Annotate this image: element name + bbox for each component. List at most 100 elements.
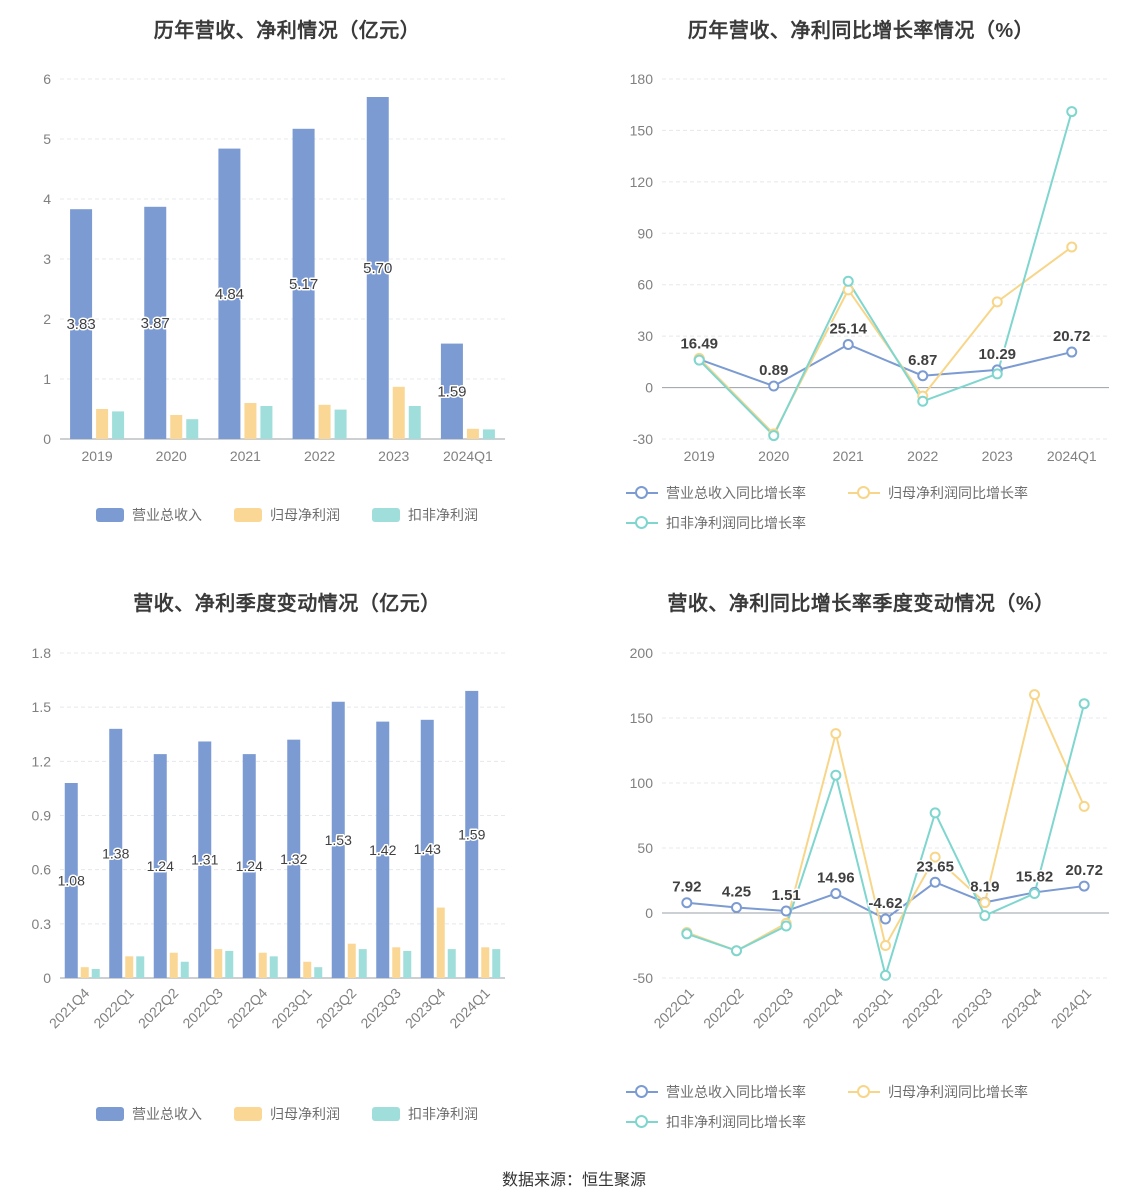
point-value-label: 20.72 [1053, 328, 1091, 345]
legend-line-marker-icon [626, 1084, 658, 1100]
y-tick-label: 3 [43, 251, 51, 267]
marker-扣非净利润同比增长率 [768, 430, 780, 442]
point-value-label: 25.14 [829, 320, 867, 337]
x-tick-label: 2021Q4 [46, 985, 93, 1032]
quarterly-growth-legend: 营业总收入同比增长率 归母净利润同比增长率 扣非净利润同比增长率 [626, 1082, 1096, 1132]
legend-label: 归母净利润 [270, 1106, 340, 1122]
chart-title-annual-growth: 历年营收、净利同比增长率情况（%） [687, 20, 1035, 42]
bar-营业总收入 [153, 754, 167, 978]
bar-value-label: 1.43 [414, 841, 441, 857]
y-tick-label: 0 [645, 380, 653, 396]
legend-item-营业总收入同比增长率: 营业总收入同比增长率 [626, 483, 806, 503]
marker-营业总收入同比增长率 [929, 876, 941, 888]
line-扣非净利润同比增长率 [698, 111, 1073, 437]
bar-归母净利润 [318, 404, 331, 439]
y-tick-label: 0.6 [32, 862, 52, 878]
marker-扣非净利润同比增长率 [1078, 698, 1090, 710]
y-tick-label: 0 [43, 431, 51, 447]
x-tick-label: 2022Q2 [135, 985, 182, 1032]
bar-归母净利润 [481, 947, 490, 978]
legend-circle [635, 516, 648, 529]
bar-value-label: 1.53 [325, 832, 352, 848]
bar-营业总收入 [420, 719, 434, 978]
x-tick-label: 2023Q2 [313, 985, 360, 1032]
marker-营业总收入同比增长率 [768, 380, 780, 392]
marker-扣非净利润同比增长率 [731, 945, 742, 957]
legend-label: 扣非净利润 [408, 1106, 478, 1122]
x-tick-label: 2021 [230, 448, 261, 464]
annual-bar-chart-canvas: 0 1 2 3 4 5 6 2019 2020 2021 2022 2023 2024Q1 3.83 3.8… [43, 71, 505, 464]
bar-营业总收入 [70, 209, 93, 439]
bar-归母净利润 [392, 386, 405, 439]
legend-swatch-icon [234, 1107, 262, 1121]
bar-营业总收入 [292, 128, 315, 440]
bar-value-label: 1.24 [147, 858, 174, 874]
y-tick-label: 0.3 [32, 916, 52, 932]
bar-归母净利润 [96, 409, 109, 439]
bar-归母净利润 [347, 943, 356, 978]
legend-swatch-icon [96, 508, 124, 522]
marker-扣非净利润同比增长率 [979, 910, 991, 922]
y-tick-label: 5 [43, 131, 51, 147]
bar-扣非净利润 [482, 429, 495, 439]
legend-label: 营业总收入 [132, 1106, 202, 1122]
bar-归母净利润 [392, 947, 401, 978]
point-value-label: 20.72 [1065, 862, 1103, 879]
point-value-label: 16.49 [680, 335, 718, 352]
x-tick-label: 2024Q1 [446, 985, 493, 1032]
bar-归母净利润 [125, 956, 134, 978]
point-value-label: 4.25 [722, 883, 751, 900]
marker-扣非净利润同比增长率 [693, 354, 705, 366]
marker-扣非净利润同比增长率 [681, 928, 693, 940]
legend-swatch-icon [372, 508, 400, 522]
bar-扣非净利润 [180, 961, 189, 978]
bar-扣非净利润 [358, 949, 367, 978]
x-tick-label: 2022Q2 [700, 985, 747, 1032]
marker-扣非净利润同比增长率 [1029, 888, 1040, 899]
marker-营业总收入同比增长率 [1066, 346, 1078, 358]
bar-value-label: 3.83 [66, 316, 95, 333]
bar-营业总收入 [198, 741, 212, 978]
legend-label: 归母净利润同比增长率 [888, 485, 1028, 501]
bar-value-label: 1.08 [58, 873, 85, 889]
legend-item-扣非净利润同比增长率: 扣非净利润同比增长率 [626, 1112, 806, 1132]
marker-归母净利润同比增长率 [830, 728, 842, 740]
legend-line-marker-icon [626, 1114, 658, 1130]
marker-归母净利润同比增长率 [1029, 689, 1040, 701]
x-tick-label: 2020 [758, 448, 789, 464]
point-value-label: 23.65 [916, 858, 954, 875]
point-value-label: 0.89 [759, 362, 788, 379]
bar-value-label: 1.38 [102, 845, 129, 861]
x-tick-label: 2022 [304, 448, 335, 464]
bar-扣非净利润 [260, 406, 273, 439]
bar-扣非净利润 [334, 409, 347, 439]
line-归母净利润同比增长率 [686, 693, 1086, 952]
chart-section-quarterly-bars: 营收、净利季度变动情况（亿元） 0 0.3 0.6 0.9 1.2 1.5 1.8 2021Q… [0, 565, 574, 1142]
x-tick-label: 2023Q1 [268, 985, 315, 1032]
x-tick-label: 2023Q4 [998, 985, 1045, 1032]
y-tick-label: 30 [637, 328, 653, 344]
marker-归母净利润同比增长率 [1078, 800, 1090, 812]
x-tick-label: 2022Q1 [650, 985, 697, 1032]
y-tick-label: 1.2 [32, 753, 52, 769]
annual-bar-legend: 营业总收入 归母净利润 扣非净利润 [0, 505, 574, 525]
bar-value-label: 4.84 [215, 286, 244, 303]
bar-归母净利润 [244, 403, 257, 439]
bar-营业总收入 [64, 783, 78, 978]
bar-扣非净利润 [91, 968, 100, 978]
point-value-label: -4.62 [868, 895, 902, 912]
bar-归母净利润 [80, 967, 89, 978]
chart-section-quarterly-growth: 营收、净利同比增长率季度变动情况（%） -50 0 50 100 150 200 2022Q… [574, 565, 1148, 1142]
bar-value-label: 5.70 [363, 260, 392, 277]
marker-扣非净利润同比增长率 [917, 395, 929, 407]
bar-value-label: 3.87 [141, 315, 170, 332]
bar-营业总收入 [376, 721, 390, 978]
chart-section-annual-growth: 历年营收、净利同比增长率情况（%） -30 0 30 60 90 120 150 180 201… [574, 0, 1148, 565]
bar-value-label: 5.17 [289, 276, 318, 293]
marker-营业总收入同比增长率 [780, 905, 792, 917]
y-tick-label: 4 [43, 191, 51, 207]
bar-扣非净利润 [492, 949, 501, 978]
point-value-label: 1.51 [772, 887, 801, 904]
bar-扣非净利润 [112, 411, 125, 439]
line-营业总收入同比增长率 [698, 343, 1072, 388]
